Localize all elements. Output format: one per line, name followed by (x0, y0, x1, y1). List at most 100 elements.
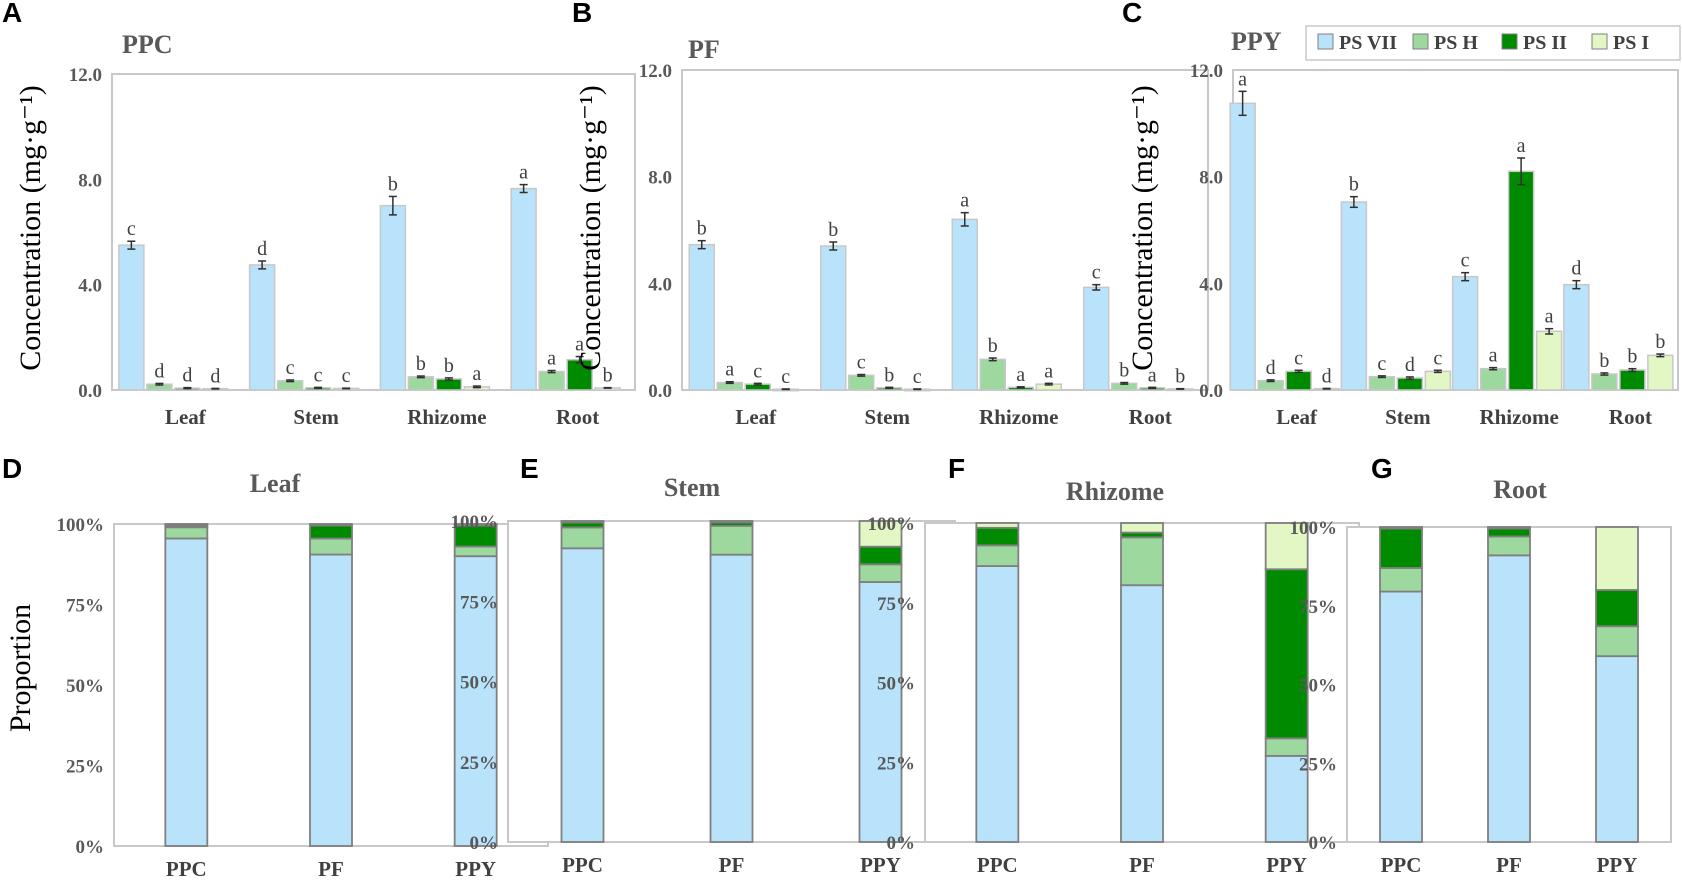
stacked-segment (858, 545, 903, 566)
significance-letter: b (1119, 360, 1129, 382)
significance-letter: b (1349, 174, 1359, 196)
bar (951, 218, 978, 391)
bar (566, 358, 593, 391)
y-axis-label: Concentration (mg·g⁻¹) (14, 85, 47, 371)
significance-letter: a (547, 348, 556, 370)
y-tick-label: 0% (76, 837, 105, 858)
significance-letter: b (603, 365, 613, 387)
bar (688, 243, 715, 391)
y-tick-label: 12.0 (639, 61, 672, 82)
panel-b: B PF 0.0 4.0 8.0 12.0 Concentration (mg·g⁻¹) Le… (572, 0, 1209, 429)
legend: PS VII PS H PS II PS I (1305, 25, 1681, 61)
y-tick-label: 0.0 (78, 381, 102, 402)
y-tick-label: 25% (66, 757, 104, 778)
significance-letter: d (182, 365, 192, 387)
legend-label: PS I (1613, 32, 1649, 54)
panel-f: F Rhizome 0% 25% 50% 75% 100% PPC PF PPY (868, 453, 1360, 877)
y-tick-label: 0.0 (648, 381, 672, 402)
stacked-segment (858, 581, 903, 843)
bar (407, 376, 435, 391)
significance-letter: b (1627, 346, 1637, 368)
significance-letter: a (1545, 306, 1554, 328)
category-label: Root (1609, 405, 1652, 429)
legend-swatch (1317, 33, 1334, 50)
y-tick-label: 50% (1299, 676, 1337, 697)
significance-letter: c (314, 364, 323, 386)
bar (1647, 354, 1674, 391)
significance-letter: b (388, 173, 398, 195)
y-tick-label: 8.0 (648, 168, 672, 189)
category-label: PPC (977, 853, 1018, 877)
stacked-segment (1595, 655, 1639, 843)
panel-letter: E (520, 453, 539, 484)
significance-letter: c (857, 352, 866, 374)
y-tick-label: 12.0 (1190, 61, 1223, 82)
significance-letter: d (1322, 365, 1332, 387)
stacked-segment (1120, 536, 1164, 587)
y-tick-label: 50% (66, 676, 104, 697)
panel-title: PPC (122, 30, 173, 59)
significance-letter: b (1599, 350, 1609, 372)
significance-letter: c (913, 366, 922, 388)
panel-letter: B (572, 0, 592, 28)
stacked-segment (1120, 522, 1164, 534)
panel-letter: D (2, 453, 22, 484)
bar (1451, 275, 1479, 391)
category-label: PPY (1266, 853, 1307, 877)
significance-letter: c (1092, 262, 1101, 284)
significance-letter: d (1266, 357, 1276, 379)
significance-letter: a (472, 363, 481, 385)
bar (1619, 369, 1646, 391)
stacked-segment (858, 520, 903, 548)
stacked-segment (309, 523, 353, 527)
category-label: PPC (166, 857, 207, 881)
category-label: PPY (860, 853, 901, 877)
stacked-segment (453, 523, 498, 527)
stacked-segment (709, 553, 754, 843)
panel-title: Stem (664, 473, 721, 502)
significance-letter: c (1377, 353, 1386, 375)
legend-swatch (1412, 33, 1429, 50)
stacked-segment (1264, 754, 1309, 843)
significance-letter: b (416, 353, 426, 375)
panel-letter: A (2, 0, 22, 28)
significance-letter: b (444, 355, 454, 377)
significance-letter: d (210, 365, 220, 387)
stacked-segment (560, 520, 605, 524)
category-label: PPC (1381, 853, 1422, 877)
y-tick-label: 50% (877, 674, 915, 695)
significance-letter: a (1016, 364, 1025, 386)
stacked-segment (1379, 526, 1423, 530)
bar (1285, 370, 1312, 391)
significance-letter: c (286, 357, 295, 379)
category-label: PF (719, 853, 745, 877)
y-tick-label: 12.0 (69, 65, 102, 86)
y-tick-label: 0% (470, 833, 499, 854)
panel-letter: F (948, 453, 965, 484)
y-tick-label: 25% (460, 753, 498, 774)
significance-letter: d (1571, 258, 1581, 280)
significance-letter: b (1655, 331, 1665, 353)
plot-frame (111, 73, 636, 391)
category-label: PPY (1597, 853, 1638, 877)
bar (979, 358, 1006, 391)
panel-title: Root (1493, 475, 1547, 504)
y-tick-label: 25% (1299, 754, 1337, 775)
y-tick-label: 0% (1309, 833, 1338, 854)
category-label: Stem (865, 405, 911, 429)
y-tick-label: 75% (66, 596, 104, 617)
significance-letter: d (257, 238, 267, 260)
stacked-segment (975, 565, 1020, 843)
bar (1229, 102, 1256, 391)
bar (1340, 201, 1368, 391)
category-label: PPY (455, 857, 496, 881)
stacked-segment (1487, 526, 1531, 530)
bar (1507, 170, 1535, 391)
panel-c: C PPY 0.0 4.0 8.0 12.0 Concentration (mg·g⁻¹) L… (1122, 0, 1679, 429)
legend-swatch (1501, 33, 1518, 50)
significance-letter: b (988, 335, 998, 357)
stacked-segment (1264, 522, 1309, 571)
bar (1535, 330, 1563, 391)
stacked-segment (1487, 535, 1531, 557)
significance-letter: c (342, 365, 351, 387)
